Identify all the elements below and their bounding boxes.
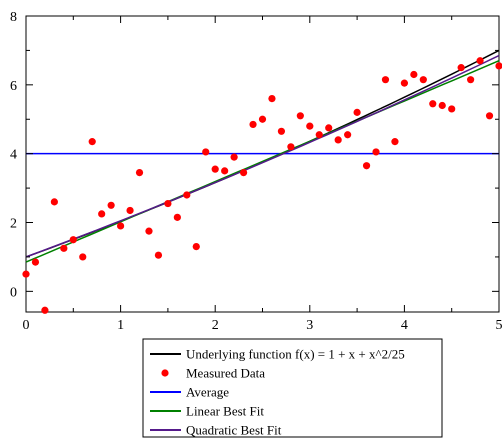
- data-point-22: [230, 153, 238, 161]
- series-line-4: [25, 54, 500, 258]
- data-point-23: [239, 169, 248, 177]
- data-points: [22, 57, 502, 314]
- data-point-41: [410, 70, 418, 79]
- data-point-9: [107, 201, 115, 209]
- data-point-17: [183, 191, 191, 199]
- y-axis-ticks: 0 2 4 6 8: [10, 10, 499, 300]
- x-tick-label: 5: [496, 318, 502, 333]
- data-point-35: [353, 108, 361, 116]
- data-point-34: [344, 131, 352, 139]
- data-point-24: [249, 120, 257, 129]
- data-point-27: [277, 127, 286, 135]
- data-point-31: [315, 131, 323, 139]
- x-tick-label: 0: [23, 318, 30, 333]
- legend-entries: Underlying function f(x) = 1 + x + x^2/2…: [150, 347, 405, 438]
- data-point-10: [117, 222, 125, 230]
- data-point-5: [69, 236, 77, 244]
- data-point-44: [438, 101, 446, 110]
- data-point-2: [41, 306, 49, 314]
- plot-frame: [25, 15, 500, 313]
- legend-label-3: Linear Best Fit: [186, 404, 264, 419]
- data-point-50: [495, 62, 502, 70]
- data-point-20: [211, 165, 219, 173]
- data-point-18: [192, 243, 200, 251]
- y-tick-label: 0: [10, 285, 17, 300]
- x-tick-label: 2: [212, 318, 219, 333]
- data-point-0: [22, 270, 30, 278]
- plot-area: 0 1 2 3 4 5 0 2 4 6 8: [10, 10, 502, 333]
- data-point-37: [372, 148, 380, 156]
- y-tick-label: 2: [10, 217, 17, 232]
- data-point-39: [391, 138, 399, 146]
- data-point-40: [400, 79, 408, 87]
- data-point-15: [164, 199, 172, 208]
- data-point-48: [476, 57, 484, 65]
- legend-swatch-1: [161, 369, 169, 377]
- data-point-28: [287, 143, 295, 151]
- legend-label-2: Average: [186, 385, 229, 400]
- data-point-45: [448, 105, 456, 113]
- series-line-3: [25, 60, 500, 263]
- data-point-16: [173, 213, 181, 221]
- data-point-19: [202, 148, 210, 156]
- y-tick-label: 8: [10, 10, 17, 25]
- legend-box: [142, 338, 443, 438]
- data-point-29: [296, 112, 304, 120]
- data-point-49: [485, 112, 494, 120]
- data-point-46: [457, 64, 465, 72]
- data-point-7: [88, 138, 96, 146]
- data-point-43: [429, 100, 437, 108]
- data-point-38: [381, 76, 390, 84]
- data-point-14: [154, 251, 163, 259]
- series-lines: [25, 49, 500, 263]
- legend-label-4: Quadratic Best Fit: [186, 423, 282, 438]
- data-point-26: [268, 95, 276, 103]
- data-point-4: [60, 244, 68, 252]
- x-tick-label: 4: [401, 318, 408, 333]
- y-tick-label: 6: [10, 79, 17, 94]
- data-point-6: [79, 253, 87, 261]
- data-point-12: [135, 169, 144, 177]
- x-axis-ticks: 0 1 2 3 4 5: [23, 16, 502, 333]
- x-tick-label: 3: [306, 318, 313, 333]
- data-point-25: [258, 115, 267, 123]
- y-tick-label: 4: [10, 148, 17, 163]
- data-point-13: [145, 227, 153, 235]
- legend: Underlying function f(x) = 1 + x + x^2/2…: [142, 338, 443, 438]
- data-point-21: [221, 167, 229, 175]
- legend-label-1: Measured Data: [186, 366, 265, 381]
- data-point-3: [50, 198, 58, 206]
- data-point-36: [362, 162, 371, 170]
- data-point-11: [126, 206, 134, 215]
- data-point-30: [306, 122, 314, 130]
- data-point-33: [334, 136, 342, 144]
- data-point-47: [467, 76, 475, 84]
- data-point-42: [419, 76, 427, 84]
- data-point-32: [325, 124, 333, 132]
- data-point-8: [98, 210, 106, 218]
- legend-label-0: Underlying function f(x) = 1 + x + x^2/2…: [186, 347, 405, 362]
- data-point-1: [31, 258, 40, 266]
- x-tick-label: 1: [117, 318, 124, 333]
